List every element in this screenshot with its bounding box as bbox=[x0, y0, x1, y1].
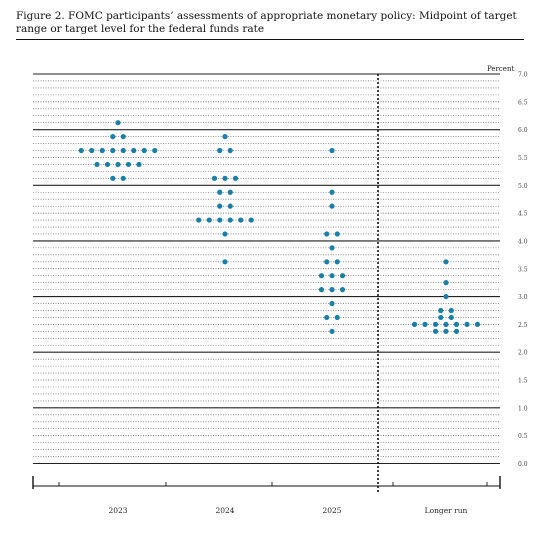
y-tick-label: 6.5 bbox=[518, 99, 528, 106]
data-point bbox=[99, 147, 105, 154]
data-point bbox=[411, 321, 418, 327]
data-point bbox=[211, 175, 218, 181]
data-point bbox=[120, 147, 126, 154]
y-tick-label: 3.5 bbox=[518, 266, 528, 273]
y-tick-label: 1.5 bbox=[518, 378, 528, 385]
data-point bbox=[227, 203, 233, 209]
data-point bbox=[248, 217, 254, 223]
data-point bbox=[206, 217, 212, 223]
chart-title: Figure 2. FOMC participants’ assessments… bbox=[16, 10, 517, 35]
data-point bbox=[329, 189, 335, 195]
data-point bbox=[104, 161, 111, 168]
axis-layer bbox=[32, 74, 501, 493]
data-point bbox=[339, 287, 346, 293]
y-tick-label: 4.0 bbox=[518, 238, 528, 245]
x-tick-label: 2024 bbox=[215, 506, 234, 515]
data-point bbox=[422, 321, 428, 327]
data-point bbox=[227, 217, 233, 223]
data-point bbox=[217, 203, 223, 209]
data-point bbox=[329, 245, 335, 251]
dots-layer bbox=[78, 120, 481, 334]
data-point bbox=[443, 280, 449, 286]
data-point bbox=[443, 293, 449, 300]
data-point bbox=[110, 147, 116, 154]
y-tick-label: 2.0 bbox=[518, 350, 528, 357]
data-point bbox=[89, 147, 95, 154]
y-tick-label: 6.0 bbox=[518, 127, 528, 134]
data-point bbox=[438, 307, 444, 314]
y-tick-label: 5.5 bbox=[518, 155, 528, 162]
data-point bbox=[110, 133, 116, 140]
y-tick-label: 5.0 bbox=[518, 183, 528, 190]
data-point bbox=[334, 259, 340, 265]
data-point bbox=[339, 273, 346, 279]
data-point bbox=[443, 321, 449, 327]
data-point bbox=[432, 321, 439, 327]
y-tick-label: 2.5 bbox=[518, 322, 528, 329]
data-point bbox=[324, 259, 330, 265]
y-axis-label: Percent bbox=[487, 65, 514, 73]
data-point bbox=[329, 147, 335, 154]
data-point bbox=[217, 217, 223, 223]
data-point bbox=[141, 147, 147, 154]
data-point bbox=[115, 161, 121, 168]
title-rule bbox=[16, 39, 524, 40]
data-point bbox=[227, 147, 233, 154]
data-point bbox=[222, 133, 228, 140]
data-point bbox=[217, 189, 223, 195]
data-point bbox=[318, 287, 325, 293]
grid-layer bbox=[33, 73, 500, 465]
data-point bbox=[329, 328, 335, 334]
data-point bbox=[432, 328, 439, 334]
data-point bbox=[329, 203, 335, 209]
y-tick-label: 4.5 bbox=[518, 211, 528, 218]
data-point bbox=[227, 189, 233, 195]
data-point bbox=[131, 147, 137, 154]
data-point bbox=[448, 307, 454, 314]
y-tick-label: 3.0 bbox=[518, 294, 528, 301]
data-point bbox=[329, 287, 335, 293]
data-point bbox=[115, 120, 121, 126]
y-tick-label: 0.5 bbox=[518, 433, 528, 440]
data-point bbox=[453, 321, 460, 327]
data-point bbox=[334, 231, 340, 237]
data-point bbox=[222, 259, 228, 265]
data-point bbox=[329, 300, 335, 307]
data-point bbox=[443, 259, 449, 265]
data-point bbox=[120, 175, 126, 181]
x-tick-label: 2023 bbox=[108, 506, 127, 515]
y-tick-label: 7.0 bbox=[518, 72, 528, 79]
data-point bbox=[464, 321, 470, 327]
data-point bbox=[78, 147, 84, 154]
data-point bbox=[324, 231, 330, 237]
y-tick-label: 1.0 bbox=[518, 405, 528, 412]
data-point bbox=[318, 273, 325, 279]
data-point bbox=[334, 314, 340, 321]
data-point bbox=[125, 161, 132, 168]
data-point bbox=[217, 147, 223, 154]
data-point bbox=[94, 161, 100, 168]
data-point bbox=[120, 133, 126, 140]
data-point bbox=[222, 231, 228, 237]
data-point bbox=[110, 175, 116, 181]
x-tick-label: Longer run bbox=[425, 506, 468, 515]
data-point bbox=[222, 175, 228, 181]
data-point bbox=[324, 314, 330, 321]
data-point bbox=[152, 147, 158, 154]
data-point bbox=[136, 161, 142, 168]
data-point bbox=[238, 217, 244, 223]
y-tick-label: 0.0 bbox=[518, 461, 528, 468]
data-point bbox=[196, 217, 202, 223]
data-point bbox=[474, 321, 481, 327]
data-point bbox=[453, 328, 460, 334]
data-point bbox=[448, 314, 454, 321]
x-tick-label: 2025 bbox=[322, 506, 341, 515]
data-point bbox=[443, 328, 449, 334]
data-point bbox=[329, 273, 335, 279]
data-point bbox=[438, 314, 444, 321]
data-point bbox=[232, 175, 239, 181]
label-layer: 0.0 0.5 1.0 1.5 2.0 2.5 3.0 3.5 4.0 4.5 5.0 5.5 6.0 6… bbox=[108, 65, 527, 515]
